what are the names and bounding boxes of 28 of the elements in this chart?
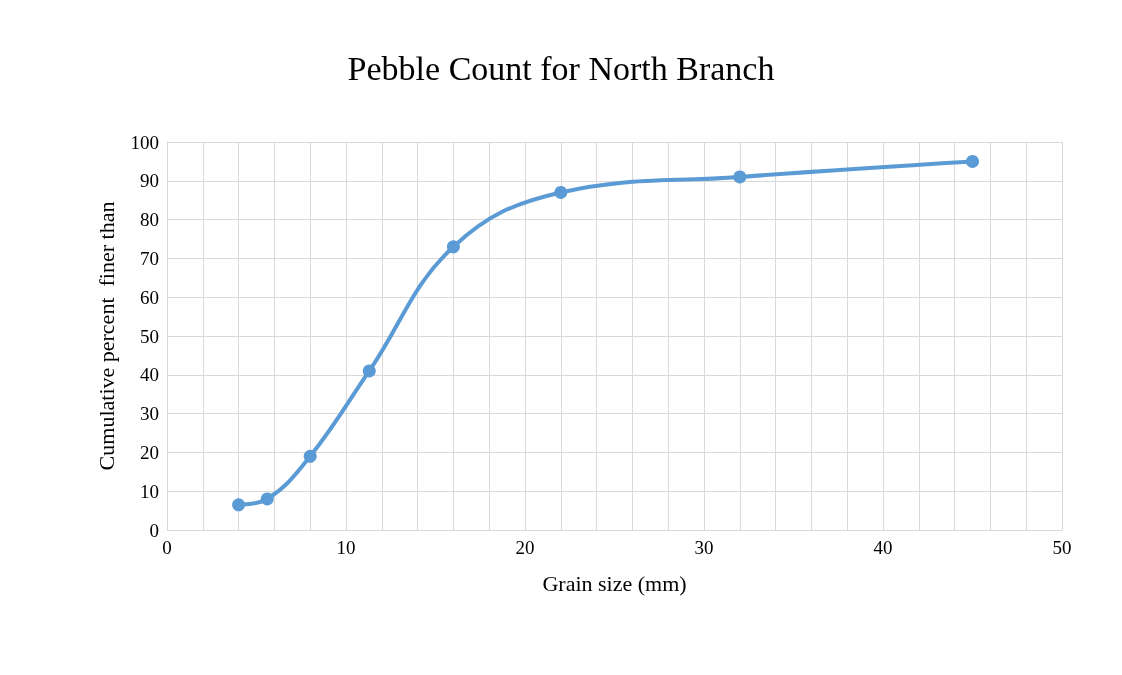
y-axis-title: Cumulative percent finer than [93, 201, 119, 471]
point [733, 170, 747, 184]
point [554, 185, 568, 199]
x-tick-label: 0 [162, 537, 172, 558]
y-tick-label: 60 [140, 286, 159, 308]
chart-title: Pebble Count for North Branch [347, 49, 775, 87]
y-tick-label: 90 [140, 170, 159, 192]
y-tick-label: 0 [149, 519, 159, 541]
x-tick-label: 40 [873, 537, 893, 558]
point [966, 154, 979, 168]
point [446, 240, 460, 254]
y-tick-label: 100 [130, 131, 159, 153]
x-tick-label: 20 [515, 537, 535, 558]
y-tick-label: 10 [140, 480, 159, 502]
point [303, 449, 317, 463]
y-tick-label: 20 [140, 441, 159, 463]
y-tick-label: 30 [140, 403, 159, 425]
y-tick-label: 70 [140, 247, 159, 269]
y-tick-label: 40 [140, 364, 159, 386]
point [260, 492, 274, 506]
x-tick-label: 30 [694, 537, 714, 558]
y-tick-label: 50 [140, 325, 159, 347]
x-tick-label: 10 [336, 537, 356, 558]
x-axis-title: Grain size (mm) [542, 570, 687, 596]
point [232, 498, 246, 512]
y-tick-label: 80 [140, 209, 159, 231]
point [362, 364, 376, 378]
x-tick-label: 50 [1052, 537, 1072, 558]
